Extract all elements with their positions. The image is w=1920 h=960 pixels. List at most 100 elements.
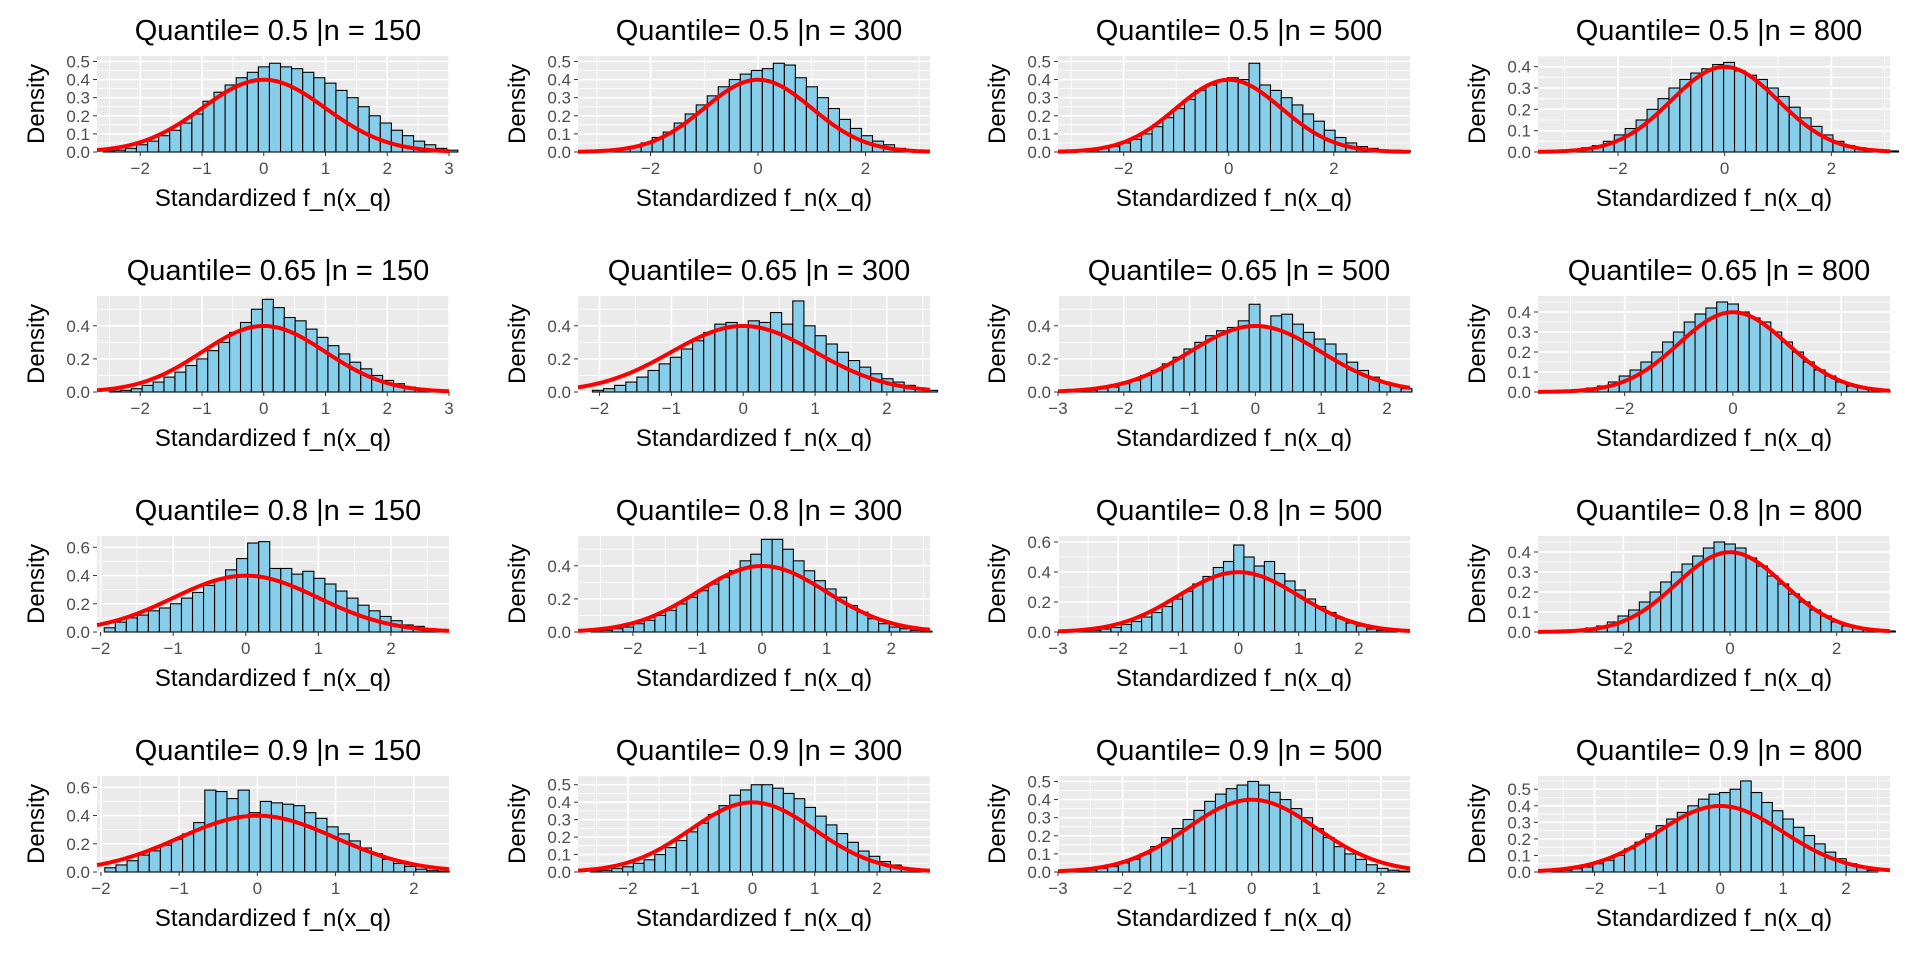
histogram-bar bbox=[1324, 343, 1337, 393]
x-axis-title: Standardized f_n(x_q) bbox=[636, 905, 872, 932]
x-tick-label: −1 bbox=[1177, 879, 1196, 898]
y-tick-label: 0.4 bbox=[547, 557, 571, 576]
histogram-bar bbox=[159, 844, 173, 873]
x-tick-label: −1 bbox=[1180, 399, 1199, 418]
x-tick-label: −2 bbox=[641, 159, 660, 178]
histogram-bar bbox=[294, 320, 307, 393]
histogram-bar bbox=[697, 822, 709, 873]
y-tick-label: 0.3 bbox=[1507, 323, 1531, 342]
panel-title: Quantile= 0.65 |n = 500 bbox=[1088, 255, 1391, 287]
histogram-bar bbox=[250, 308, 263, 393]
x-tick-label: 2 bbox=[872, 879, 881, 898]
x-axis-title: Standardized f_n(x_q) bbox=[1596, 425, 1832, 452]
panel-title: Quantile= 0.8 |n = 800 bbox=[1576, 495, 1862, 527]
histogram-bar bbox=[625, 381, 638, 393]
histogram-bar bbox=[1291, 104, 1304, 153]
histogram-bar bbox=[1792, 826, 1805, 873]
histogram-bar bbox=[758, 321, 772, 393]
y-tick-label: 0.3 bbox=[547, 811, 571, 830]
histogram-bar bbox=[747, 320, 760, 393]
normal-density-curve bbox=[577, 77, 931, 154]
panel-title: Quantile= 0.9 |n = 150 bbox=[135, 735, 421, 767]
x-axis-title: Standardized f_n(x_q) bbox=[155, 905, 391, 932]
x-tick-label: 2 bbox=[383, 159, 392, 178]
histogram-bar bbox=[1387, 869, 1400, 873]
histogram-bar bbox=[1770, 331, 1783, 393]
y-axis-title: Density bbox=[504, 64, 531, 144]
histogram-bar bbox=[1237, 78, 1250, 153]
y-tick-label: 0.1 bbox=[547, 846, 571, 865]
histogram-bar bbox=[280, 567, 293, 633]
x-tick-label: −1 bbox=[1169, 639, 1188, 658]
histogram-bar bbox=[1192, 583, 1204, 633]
y-tick-label: 0.2 bbox=[1507, 830, 1531, 849]
histogram-bar bbox=[191, 113, 204, 153]
histogram-bar bbox=[1737, 311, 1750, 393]
x-tick-label: −2 bbox=[590, 399, 609, 418]
histogram-bar bbox=[1344, 853, 1357, 873]
panel-title: Quantile= 0.65 |n = 150 bbox=[127, 255, 430, 287]
y-tick-label: 0.3 bbox=[547, 89, 571, 108]
histogram-bar bbox=[1263, 560, 1276, 633]
histogram-bar bbox=[760, 538, 773, 633]
histogram-panel: Quantile= 0.9 |n = 150 −2 −1 0 1 2 0.0 0.2 0.4 0.… bbox=[23, 735, 450, 932]
histogram-bar bbox=[1748, 317, 1761, 393]
histogram-bar bbox=[235, 77, 248, 153]
y-tick-label: 0.5 bbox=[1027, 772, 1051, 791]
histogram-bar bbox=[669, 356, 682, 393]
histogram-bar bbox=[600, 869, 613, 873]
histogram-bar bbox=[1259, 326, 1272, 393]
histogram-bar bbox=[196, 358, 209, 393]
histogram-bar bbox=[636, 376, 649, 393]
histogram-bar bbox=[703, 331, 716, 393]
histogram-bar bbox=[1226, 326, 1239, 393]
histogram-panel: Quantile= 0.65 |n = 150 −2 −1 0 1 2 3 0.0 0.2 0.4… bbox=[23, 255, 454, 452]
histogram-bar bbox=[324, 583, 337, 633]
normal-density-curve bbox=[96, 77, 450, 154]
histogram-bar bbox=[675, 840, 688, 873]
histogram-bar bbox=[1233, 544, 1245, 633]
histogram-panel: Quantile= 0.9 |n = 500 −3 −2 −1 0 1 2 0.00.10.2… bbox=[984, 735, 1411, 932]
y-tick-label: 0.0 bbox=[1507, 863, 1531, 882]
histogram-bar bbox=[108, 390, 121, 393]
histogram-bar bbox=[202, 100, 215, 153]
normal-density-curve bbox=[1057, 570, 1411, 634]
x-tick-label: 2 bbox=[409, 879, 418, 898]
x-axis-title: Standardized f_n(x_q) bbox=[1116, 425, 1352, 452]
histogram-panel: Quantile= 0.9 |n = 300−2 −1 0 1 20.00.10.20.… bbox=[504, 735, 931, 932]
y-tick-label: 0.4 bbox=[66, 807, 90, 826]
histogram-bar bbox=[804, 806, 817, 873]
x-tick-label: −3 bbox=[1048, 639, 1067, 658]
histogram-bar bbox=[324, 82, 337, 153]
histogram-bar bbox=[1100, 628, 1112, 633]
histogram-bar bbox=[202, 584, 216, 633]
histogram-bar bbox=[1676, 811, 1689, 873]
histogram-bar bbox=[591, 389, 605, 393]
normal-density-curve bbox=[96, 813, 450, 872]
histogram-bar bbox=[185, 364, 198, 393]
histogram-bar bbox=[836, 351, 850, 393]
histogram-bar bbox=[215, 790, 228, 873]
normal-density-curve bbox=[577, 563, 931, 633]
y-tick-label: 0.5 bbox=[1507, 780, 1531, 799]
x-axis-title: Standardized f_n(x_q) bbox=[636, 665, 872, 692]
histogram-bar bbox=[1205, 335, 1218, 393]
x-tick-label: 1 bbox=[321, 399, 330, 418]
histogram-bar bbox=[103, 627, 116, 633]
y-tick-label: 0.3 bbox=[1507, 813, 1531, 832]
x-tick-label: 2 bbox=[1382, 399, 1391, 418]
x-tick-label: −1 bbox=[1648, 879, 1667, 898]
x-tick-label: 1 bbox=[331, 879, 340, 898]
histogram-bar bbox=[888, 626, 901, 633]
histogram-panel: Quantile= 0.5 |n = 800 −2 0 2 0.0 0.1 0.2 0.3 0.… bbox=[1464, 15, 1900, 212]
x-tick-label: 0 bbox=[757, 639, 766, 658]
panel-title: Quantile= 0.65 |n = 300 bbox=[608, 255, 911, 287]
histogram-bar bbox=[611, 867, 624, 873]
panel-title: Quantile= 0.5 |n = 800 bbox=[1576, 15, 1862, 47]
y-axis-title: Density bbox=[1464, 64, 1491, 144]
histogram-panel: Quantile= 0.8 |n = 150 −2 −1 0 1 2 0.0 0.2 0.4 0.… bbox=[23, 495, 450, 692]
y-tick-label: 0.1 bbox=[1507, 122, 1531, 141]
y-tick-label: 0.5 bbox=[1027, 52, 1051, 71]
histogram-bar bbox=[794, 77, 807, 153]
